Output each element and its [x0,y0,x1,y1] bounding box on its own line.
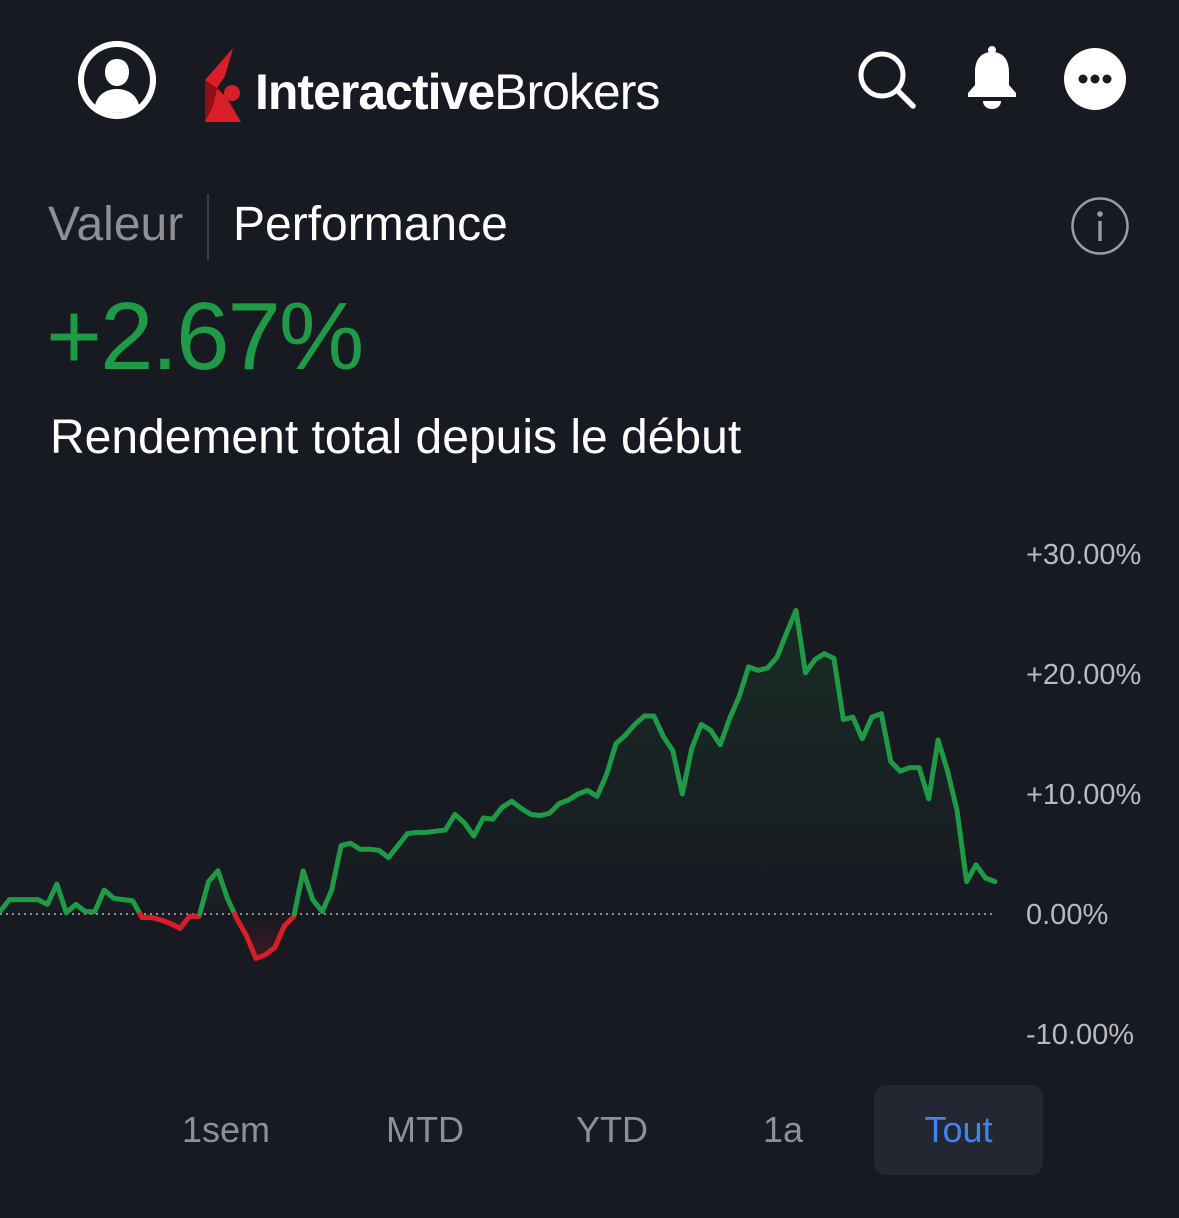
y-tick-label: +20.00% [1026,659,1141,691]
brand-logo: InteractiveBrokers [203,42,660,122]
range-ytd[interactable]: YTD [576,1109,648,1150]
logo-wordmark: InteractiveBrokers [255,64,660,122]
negative-area [234,914,295,959]
performance-line-positive [0,881,143,917]
range-mtd[interactable]: MTD [386,1109,464,1150]
y-tick-label: 0.00% [1026,899,1108,931]
positive-area [294,610,995,914]
logo-bold-text: Interactive [255,64,495,120]
y-tick-label: -10.00% [1026,1019,1134,1051]
avatar-icon[interactable] [78,41,156,119]
performance-line-positive [291,607,998,917]
logo-regular-text: Brokers [494,64,660,120]
positive-area [199,870,235,914]
y-tick-label: +10.00% [1026,779,1141,811]
performance-value: +2.67% [46,283,364,390]
performance-line-positive [197,868,238,917]
range-1sem[interactable]: 1sem [181,1109,271,1150]
range-1a[interactable]: 1a [762,1109,804,1150]
logo-mark-icon [205,48,241,122]
y-tick-label: +30.00% [1026,539,1141,571]
performance-label: Rendement total depuis le début [50,411,742,464]
performance-chart[interactable]: +30.00% +20.00% +10.00% 0.00% -10.00% [0,530,1179,1070]
range-active-highlight[interactable] [874,1085,1043,1175]
tab-performance[interactable]: Performance [233,198,508,251]
search-icon[interactable] [855,48,917,110]
info-icon[interactable] [1070,196,1130,256]
bell-icon[interactable] [963,45,1021,111]
performance-line-negative [232,911,297,961]
more-icon[interactable] [1064,48,1126,110]
tab-valeur[interactable]: Valeur [48,198,184,251]
range-tout[interactable]: Tout [924,1109,993,1150]
performance-line-negative [137,911,203,931]
tab-divider [207,194,209,260]
